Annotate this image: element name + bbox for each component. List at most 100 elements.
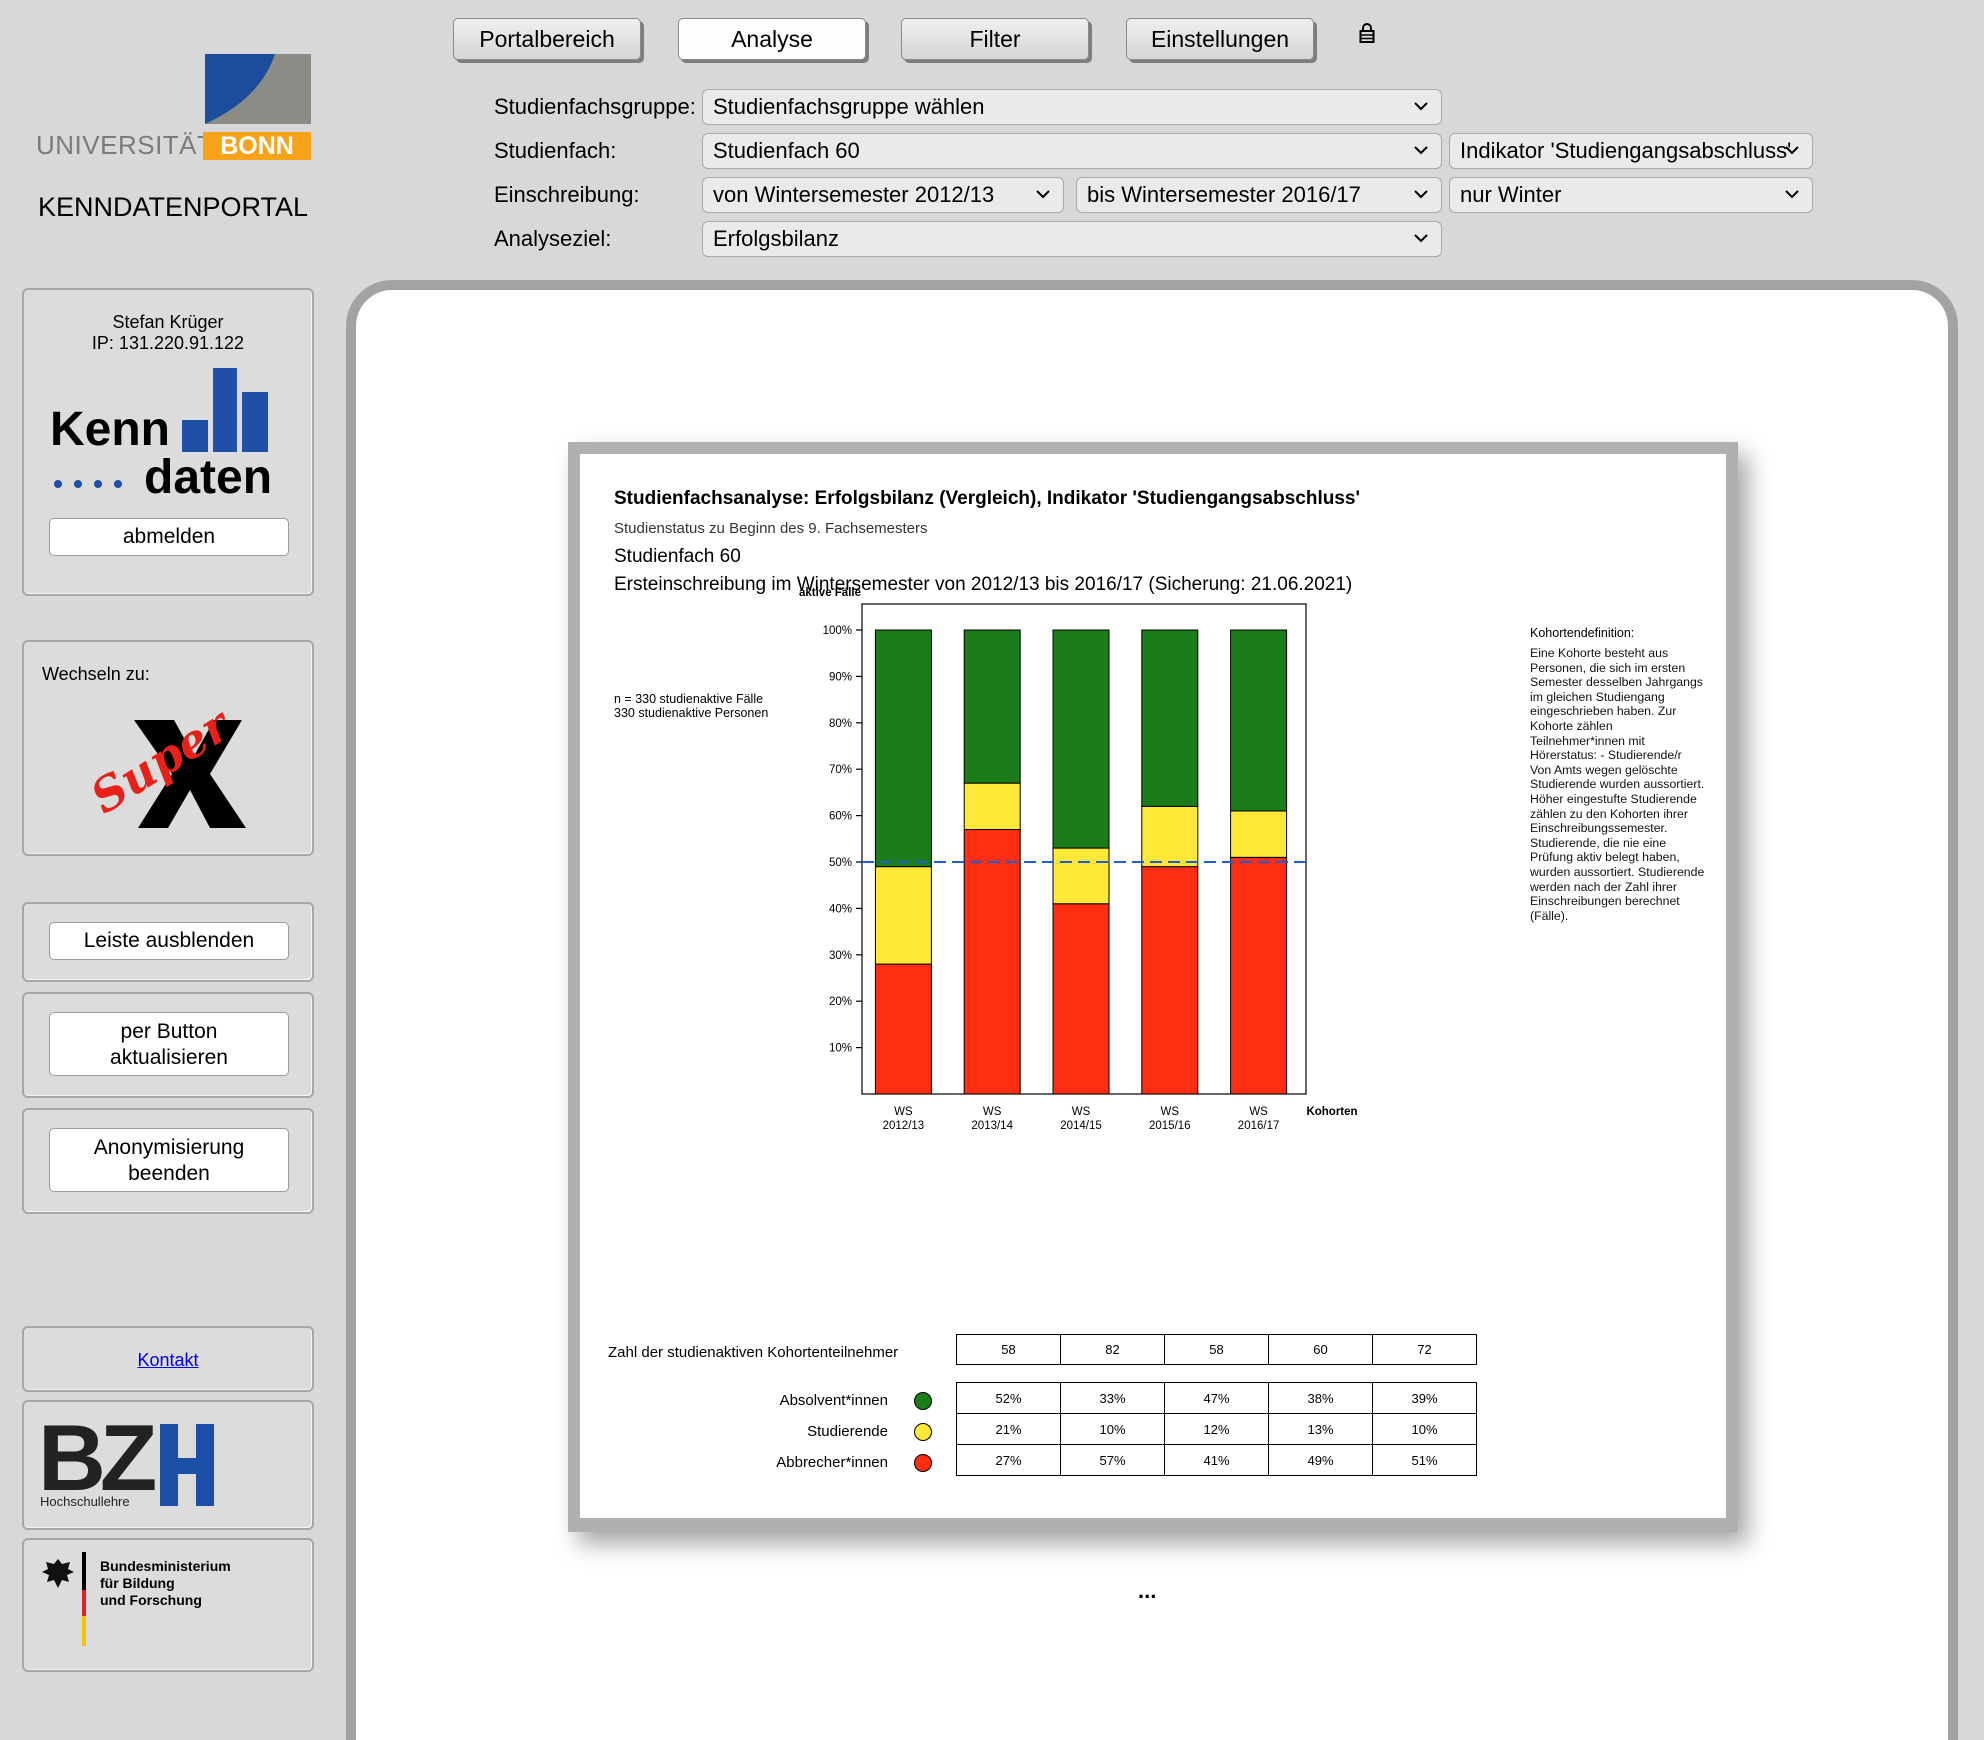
x-tick-label: WS — [894, 1106, 913, 1118]
pct-cell: 13% — [1268, 1413, 1373, 1445]
count-cell: 82 — [1060, 1334, 1165, 1365]
pct-cell: 52% — [956, 1382, 1061, 1414]
studienfachsgruppe-label: Studienfachsgruppe: — [494, 94, 696, 119]
end-anonymization-button[interactable]: Anonymisierung beenden — [49, 1128, 289, 1192]
y-axis-title: aktive Fälle — [799, 587, 861, 599]
bar-segment — [874, 866, 932, 965]
university-name: UNIVERSITÄT — [36, 130, 214, 160]
studienfach-label: Studienfach: — [494, 138, 617, 163]
tab-analyse[interactable]: Analyse — [678, 18, 866, 60]
to-semester-select[interactable]: bis Wintersemester 2016/17 — [1076, 177, 1442, 213]
x-tick-label: WS — [983, 1106, 1002, 1118]
count-table: 58 82 58 60 72 — [956, 1334, 1477, 1365]
contact-box: Kontakt — [22, 1326, 314, 1392]
bar-segment — [1141, 805, 1199, 868]
chevron-down-icon — [1414, 102, 1428, 111]
bar-segment — [1052, 629, 1110, 849]
chevron-down-icon — [1036, 190, 1050, 199]
report-subtitle: Studienstatus zu Beginn des 9. Fachsemes… — [614, 520, 928, 537]
count-cell: 58 — [956, 1334, 1061, 1365]
chevron-down-icon — [1414, 146, 1428, 155]
switch-box: Wechseln zu: Super — [22, 640, 314, 856]
bar-segment — [963, 629, 1021, 784]
x-tick-label: 2014/15 — [1060, 1120, 1102, 1132]
bar-segment — [1230, 856, 1288, 1095]
x-tick-label: 2016/17 — [1238, 1120, 1280, 1132]
hide-sidebar-button[interactable]: Leiste ausblenden — [49, 922, 289, 960]
y-tick-label: 10% — [829, 1043, 852, 1055]
refresh-line-1: per Button — [120, 1020, 218, 1043]
svg-text:BZ: BZ — [38, 1408, 155, 1508]
bar-segment — [874, 963, 932, 1095]
flag-red — [82, 1590, 86, 1616]
bar-segment — [1052, 847, 1110, 905]
chevron-down-icon — [1414, 190, 1428, 199]
y-tick-label: 80% — [829, 718, 852, 730]
flag-black — [82, 1552, 86, 1590]
university-logo-mark — [205, 54, 311, 124]
refresh-by-button[interactable]: per Button aktualisieren — [49, 1012, 289, 1076]
kenn-text: Kenn — [50, 403, 170, 456]
bar-segment — [1052, 903, 1110, 1095]
switch-to-label: Wechseln zu: — [42, 664, 150, 684]
legend-dot-red — [914, 1454, 932, 1472]
term-select[interactable]: nur Winter — [1449, 177, 1813, 213]
count-label: Zahl der studienaktiven Kohortenteilnehm… — [608, 1344, 899, 1361]
pct-cell: 47% — [1164, 1382, 1269, 1414]
chevron-down-icon — [1414, 234, 1428, 243]
stacked-bar-chart: 10% 20% 30% 40% 50% 60% 70% 80% 90% 100% aktive Fä… — [799, 587, 1358, 1132]
bar-segment — [874, 629, 932, 868]
x-tick-label: WS — [1249, 1106, 1268, 1118]
y-tick-label: 20% — [829, 996, 852, 1008]
y-tick-label: 40% — [829, 903, 852, 915]
legend-studierende: Studierende — [807, 1423, 888, 1440]
bar-segment — [1141, 629, 1199, 807]
chevron-down-icon — [1785, 146, 1799, 155]
studienfachsgruppe-select[interactable]: Studienfachsgruppe wählen — [702, 89, 1442, 125]
contact-link[interactable]: Kontakt — [137, 1350, 199, 1370]
kenndaten-logo: Kenn daten — [50, 362, 290, 502]
y-tick-label: 100% — [823, 625, 852, 637]
count-cell: 58 — [1164, 1334, 1269, 1365]
kohort-title: Kohortendefinition: — [1530, 626, 1635, 640]
report-enrollment: Ersteinschreibung im Wintersemester von … — [614, 574, 1353, 595]
y-tick-label: 90% — [829, 671, 852, 683]
bar-segment — [1230, 629, 1288, 812]
pct-cell: 57% — [1060, 1444, 1165, 1476]
analyseziel-select[interactable]: Erfolgsbilanz — [702, 221, 1442, 257]
superx-logo[interactable]: Super — [81, 690, 250, 840]
lock-icon[interactable] — [1359, 22, 1375, 44]
tab-portalbereich[interactable]: Portalbereich — [453, 18, 641, 60]
report-subject: Studienfach 60 — [614, 546, 741, 567]
pct-cell: 33% — [1060, 1382, 1165, 1414]
x-tick-label: 2013/14 — [971, 1120, 1013, 1132]
report-title: Studienfachsanalyse: Erfolgsbilanz (Verg… — [614, 488, 1360, 509]
indikator-select[interactable]: Indikator 'Studiengangsabschluss' — [1449, 133, 1813, 169]
anon-line-2: beenden — [128, 1162, 210, 1185]
pct-cell: 51% — [1372, 1444, 1477, 1476]
x-tick-label: 2015/16 — [1149, 1120, 1191, 1132]
refresh-box: per Button aktualisieren — [22, 992, 314, 1098]
y-tick-label: 30% — [829, 950, 852, 962]
tab-einstellungen[interactable]: Einstellungen — [1126, 18, 1314, 60]
daten-text: daten — [144, 451, 273, 504]
percent-table: 52% 33% 47% 38% 39% 21% 10% 12% 13% 10% … — [956, 1382, 1477, 1476]
user-box: Stefan Krüger IP: 131.220.91.122 Kenn da… — [22, 288, 314, 596]
university-bonn-label: BONN — [203, 132, 311, 160]
hide-bar-box: Leiste ausblenden — [22, 902, 314, 982]
logout-button[interactable]: abmelden — [49, 518, 289, 556]
bar-segment — [1230, 810, 1288, 858]
eagle-icon — [42, 1559, 74, 1588]
studienfach-select[interactable]: Studienfach 60 — [702, 133, 1442, 169]
anon-box: Anonymisierung beenden — [22, 1108, 314, 1214]
bmbf-box: Bundesministerium für Bildung und Forsch… — [22, 1538, 314, 1672]
from-semester-select[interactable]: von Wintersemester 2012/13 — [702, 177, 1064, 213]
legend-abbrecher: Abbrecher*innen — [776, 1454, 888, 1471]
refresh-line-2: aktualisieren — [110, 1046, 228, 1069]
count-cell: 72 — [1372, 1334, 1477, 1365]
more-ellipsis: ... — [1138, 1578, 1157, 1603]
tab-filter[interactable]: Filter — [901, 18, 1089, 60]
analyseziel-label: Analyseziel: — [494, 226, 612, 251]
user-ip: IP: 131.220.91.122 — [91, 333, 245, 353]
bzh-logo: BZ Hochschullehre — [38, 1408, 238, 1528]
